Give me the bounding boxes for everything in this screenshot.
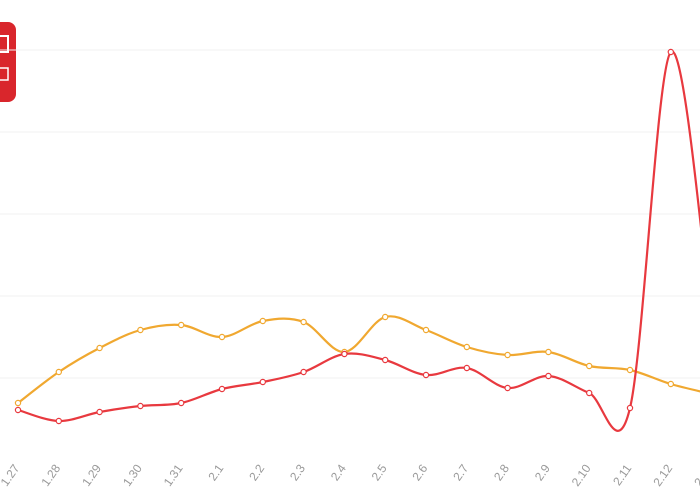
data-point [626, 404, 634, 412]
data-point [545, 348, 552, 356]
data-point [137, 326, 144, 334]
x-tick-label: 2.11 [610, 461, 635, 488]
x-tick-label: 1.30 [120, 461, 145, 488]
data-point [218, 385, 226, 393]
data-point [300, 318, 307, 326]
data-point [259, 317, 266, 325]
data-point [463, 364, 470, 372]
x-tick-label: 2.9 [532, 461, 553, 483]
x-tick-label: 2.2 [246, 461, 267, 483]
data-point [422, 371, 430, 379]
x-tick-label: 2.4 [328, 461, 349, 483]
data-point [177, 399, 185, 407]
data-point [382, 313, 389, 321]
data-point [586, 389, 593, 397]
data-point [463, 343, 470, 351]
data-point [55, 417, 63, 425]
data-point [259, 378, 266, 386]
data-point [504, 384, 511, 392]
x-tick-label: 2.12 [650, 461, 675, 488]
x-tick-label: 2.1 [205, 461, 226, 483]
data-point [586, 362, 593, 370]
data-point [626, 366, 634, 374]
data-point [504, 351, 511, 359]
data-point [96, 408, 103, 416]
logo [0, 22, 16, 102]
data-point [14, 406, 22, 414]
x-tick-label: 2.7 [450, 461, 471, 483]
data-point [341, 350, 348, 358]
series-line [17, 315, 700, 404]
x-tick-label: 2.10 [569, 461, 594, 488]
x-tick-label: 2.13 [691, 461, 700, 488]
x-tick-label: 2.6 [409, 461, 430, 483]
x-tick-label: 1.27 [0, 461, 23, 488]
data-point [96, 344, 103, 352]
x-tick-label: 2.8 [491, 461, 512, 483]
data-point [422, 326, 430, 334]
data-point [218, 333, 226, 341]
series-line [17, 50, 700, 432]
data-point [667, 380, 675, 388]
data-point [177, 321, 185, 329]
x-tick-label: 2.5 [369, 461, 390, 483]
data-point [300, 368, 307, 376]
data-point [55, 368, 63, 376]
data-point [137, 402, 144, 410]
data-point [14, 399, 22, 407]
data-point [667, 48, 675, 56]
data-point [382, 356, 389, 364]
x-tick-label: 2.3 [287, 461, 308, 483]
x-tick-label: 1.31 [161, 461, 186, 488]
x-tick-label: 1.29 [79, 461, 104, 488]
x-tick-label: 1.28 [38, 461, 63, 488]
data-point [545, 372, 552, 380]
